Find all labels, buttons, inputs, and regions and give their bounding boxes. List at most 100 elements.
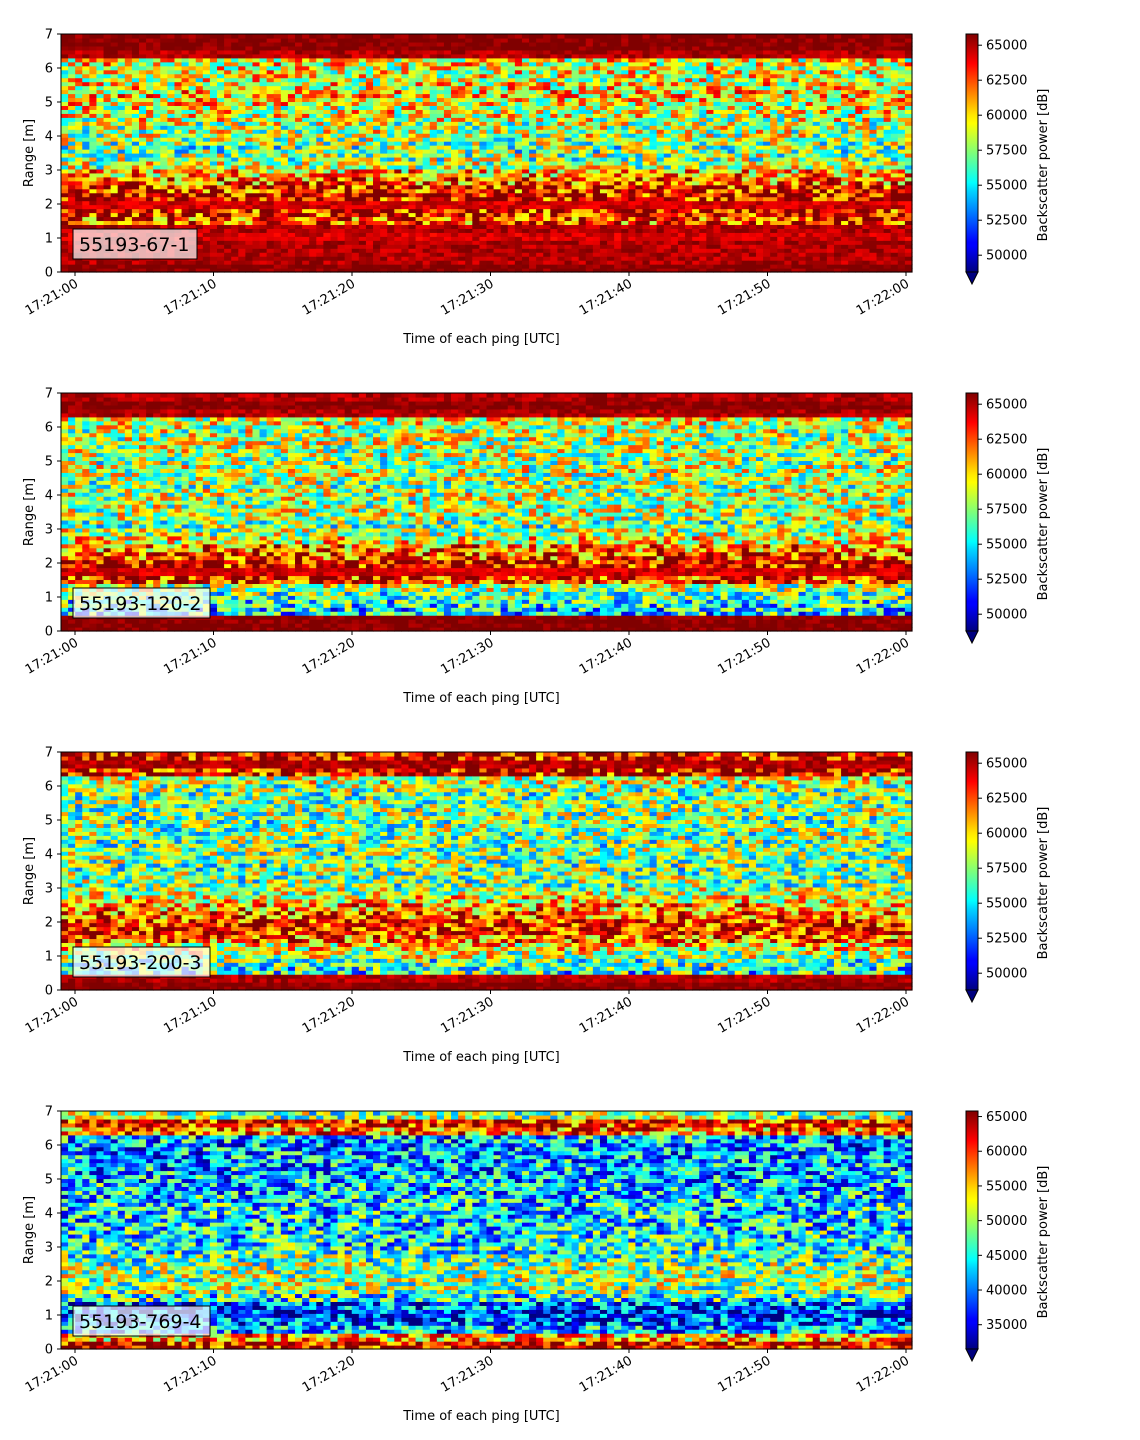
heatmap-cell [124, 160, 133, 166]
heatmap-cell [521, 260, 530, 265]
heatmap-cell [209, 49, 218, 55]
heatmap-cell [231, 149, 239, 154]
heatmap-cell [387, 156, 395, 162]
heatmap-cell [337, 93, 346, 99]
heatmap-cell [451, 149, 459, 154]
heatmap-cell [365, 268, 374, 273]
heatmap-cell [117, 41, 126, 47]
heatmap-cell [153, 149, 161, 154]
heatmap-cell [472, 184, 481, 190]
heatmap-cell [408, 137, 417, 142]
heatmap-cell [458, 121, 466, 126]
heatmap-cell [628, 77, 637, 83]
heatmap-cell [266, 97, 275, 103]
heatmap-cell [259, 212, 268, 218]
heatmap-cell [550, 188, 559, 194]
heatmap-cell [252, 268, 261, 273]
heatmap-cell [557, 224, 566, 229]
heatmap-cell [309, 268, 317, 273]
heatmap-cell [202, 121, 211, 126]
heatmap-cell [394, 264, 402, 269]
heatmap-cell [585, 49, 594, 55]
heatmap-cell [231, 77, 239, 83]
heatmap-cell [131, 113, 140, 118]
heatmap-cell [578, 109, 587, 114]
heatmap-cell [599, 156, 608, 162]
heatmap-cell [472, 220, 481, 225]
heatmap-cell [621, 188, 629, 194]
heatmap-cell [82, 34, 90, 39]
heatmap-cell [167, 101, 176, 106]
heatmap-cell [146, 188, 154, 194]
heatmap-cell [146, 172, 154, 178]
heatmap-cell [592, 117, 601, 122]
heatmap-cell [649, 228, 658, 233]
heatmap-cell [621, 200, 629, 206]
heatmap-cell [344, 45, 353, 51]
heatmap-cell [479, 264, 488, 269]
heatmap-cell [217, 53, 225, 59]
heatmap-cell [493, 220, 502, 225]
heatmap-cell [337, 232, 346, 237]
heatmap-cell [188, 49, 197, 55]
heatmap-cell [330, 45, 339, 51]
heatmap-cell [174, 216, 183, 222]
heatmap-cell [592, 109, 601, 114]
heatmap-cell [614, 180, 622, 186]
heatmap-cell [472, 125, 481, 130]
heatmap-cell [486, 208, 495, 214]
heatmap-cell [578, 45, 587, 51]
heatmap-cell [75, 53, 83, 59]
heatmap-cell [373, 41, 381, 47]
heatmap-cell [103, 125, 112, 130]
heatmap-cell [344, 264, 353, 269]
heatmap-cell [557, 200, 566, 206]
heatmap-cell [635, 93, 644, 99]
heatmap-cell [75, 69, 83, 75]
heatmap-cell [174, 73, 183, 79]
heatmap-cell [153, 57, 161, 63]
heatmap-cell [245, 93, 254, 99]
heatmap-cell [493, 260, 502, 265]
heatmap-cell [507, 105, 516, 110]
heatmap-cell [408, 260, 417, 265]
heatmap-cell [514, 180, 523, 186]
heatmap-cell [295, 77, 303, 83]
heatmap-cell [472, 212, 481, 218]
heatmap-cell [628, 117, 637, 122]
heatmap-cell [266, 101, 275, 106]
heatmap-cell [387, 160, 395, 166]
heatmap-cell [224, 244, 232, 249]
heatmap-cell [415, 260, 424, 265]
heatmap-cell [451, 41, 459, 47]
heatmap-cell [217, 252, 225, 257]
heatmap-cell [217, 268, 225, 273]
heatmap-cell [245, 232, 254, 237]
heatmap-cell [486, 65, 495, 71]
heatmap-cell [309, 77, 317, 83]
heatmap-cell [309, 244, 317, 249]
heatmap-cell [507, 168, 516, 174]
heatmap-cell [614, 248, 622, 253]
heatmap-cell [500, 37, 509, 43]
heatmap-cell [380, 212, 388, 218]
heatmap-cell [337, 188, 346, 194]
heatmap-cell [486, 81, 495, 87]
heatmap-cell [82, 89, 90, 95]
heatmap-cell [273, 113, 282, 118]
heatmap-cell [139, 156, 147, 162]
heatmap-cell [493, 37, 502, 43]
heatmap-cell [387, 216, 395, 222]
heatmap-cell [578, 228, 587, 233]
heatmap-cell [273, 73, 282, 79]
heatmap-cell [309, 133, 317, 138]
heatmap-cell [209, 105, 218, 110]
heatmap-cell [280, 232, 289, 237]
heatmap-cell [536, 129, 544, 134]
heatmap-cell [486, 232, 495, 237]
heatmap-cell [124, 73, 133, 79]
heatmap-cell [167, 184, 176, 190]
heatmap-cell [68, 153, 76, 158]
heatmap-cell [181, 109, 190, 114]
heatmap-cell [259, 105, 268, 110]
